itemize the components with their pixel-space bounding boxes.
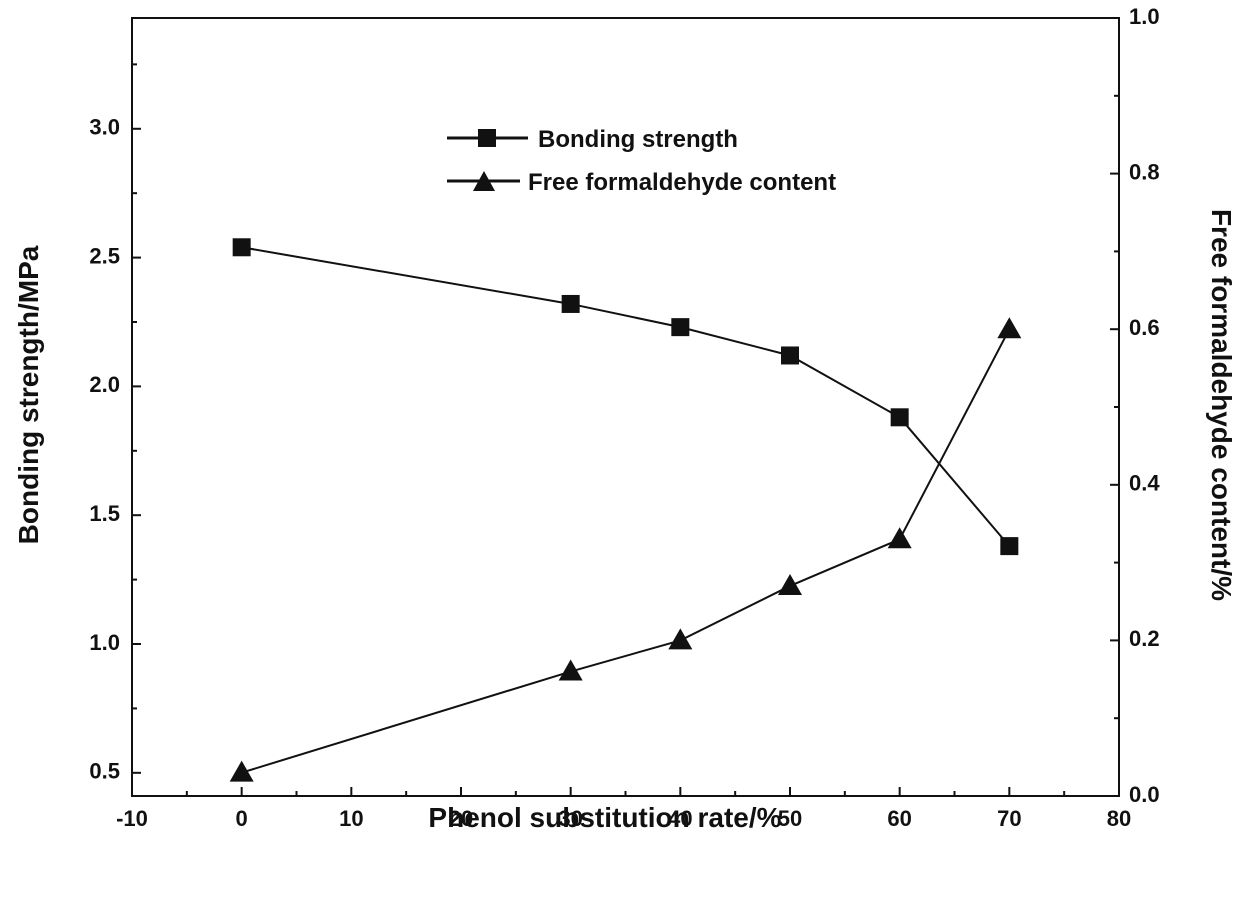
y-tick-label: 1.5 (89, 501, 120, 526)
x-tick-label: 70 (997, 806, 1021, 831)
y-tick-label: 2.5 (89, 243, 120, 268)
free-formaldehyde-point (778, 573, 802, 595)
y2-tick-label: 0.6 (1129, 315, 1160, 340)
legend-marker-square (478, 129, 496, 147)
free-formaldehyde-point (229, 760, 254, 782)
y2-tick-label: 0.2 (1129, 626, 1160, 651)
series-layer (229, 238, 1022, 782)
x-tick-label: 30 (558, 806, 582, 831)
y-tick-label: 3.0 (89, 115, 120, 140)
x-tick-label: 50 (778, 806, 802, 831)
y-tick-label: 0.5 (89, 759, 120, 784)
legend-marker-triangle (473, 171, 495, 191)
y-tick-label: 1.0 (89, 630, 120, 655)
y-axis-title: Bonding strength/MPa (13, 245, 44, 544)
y2-tick-label: 0.4 (1129, 471, 1160, 496)
legend: Bonding strength Free formaldehyde conte… (447, 126, 836, 196)
y2-tick-label: 0.8 (1129, 159, 1160, 184)
tick-labels: -10 0 10 20 30 40 50 60 70 80 0.5 1.0 1.5 2.0 2.5 3.0 0.… (89, 4, 1160, 831)
bonding-strength-line (241, 246, 1011, 547)
free-formaldehyde-line (241, 328, 1011, 774)
bonding-strength-point (561, 294, 580, 313)
bonding-strength-point (781, 346, 799, 365)
free-formaldehyde-point (997, 317, 1022, 339)
bonding-strength-point (671, 318, 690, 337)
y2-tick-label: 1.0 (1129, 4, 1160, 29)
free-formaldehyde-point (668, 628, 693, 650)
free-formaldehyde-point (887, 527, 912, 549)
bonding-strength-point (890, 408, 909, 427)
x-tick-label: 40 (668, 806, 692, 831)
free-formaldehyde-point (558, 659, 583, 681)
bonding-strength-point (1000, 537, 1019, 556)
legend-label-bonding: Bonding strength (538, 126, 738, 153)
axis-ticks (131, 17, 1120, 797)
y2-tick-label: 0.0 (1129, 782, 1160, 807)
legend-label-formaldehyde: Free formaldehyde content (528, 169, 836, 196)
x-tick-label: 10 (339, 806, 363, 831)
x-axis-title: Phenol substitution rate/% (428, 802, 781, 833)
x-tick-label: 60 (887, 806, 911, 831)
x-tick-label: 0 (236, 806, 248, 831)
x-tick-label: -10 (116, 806, 148, 831)
x-tick-label: 20 (449, 806, 473, 831)
y-tick-label: 2.0 (89, 372, 120, 397)
x-tick-label: 80 (1107, 806, 1131, 831)
y2-axis-title: Free formaldehyde content/% (1206, 209, 1237, 601)
bonding-strength-point (232, 238, 251, 257)
